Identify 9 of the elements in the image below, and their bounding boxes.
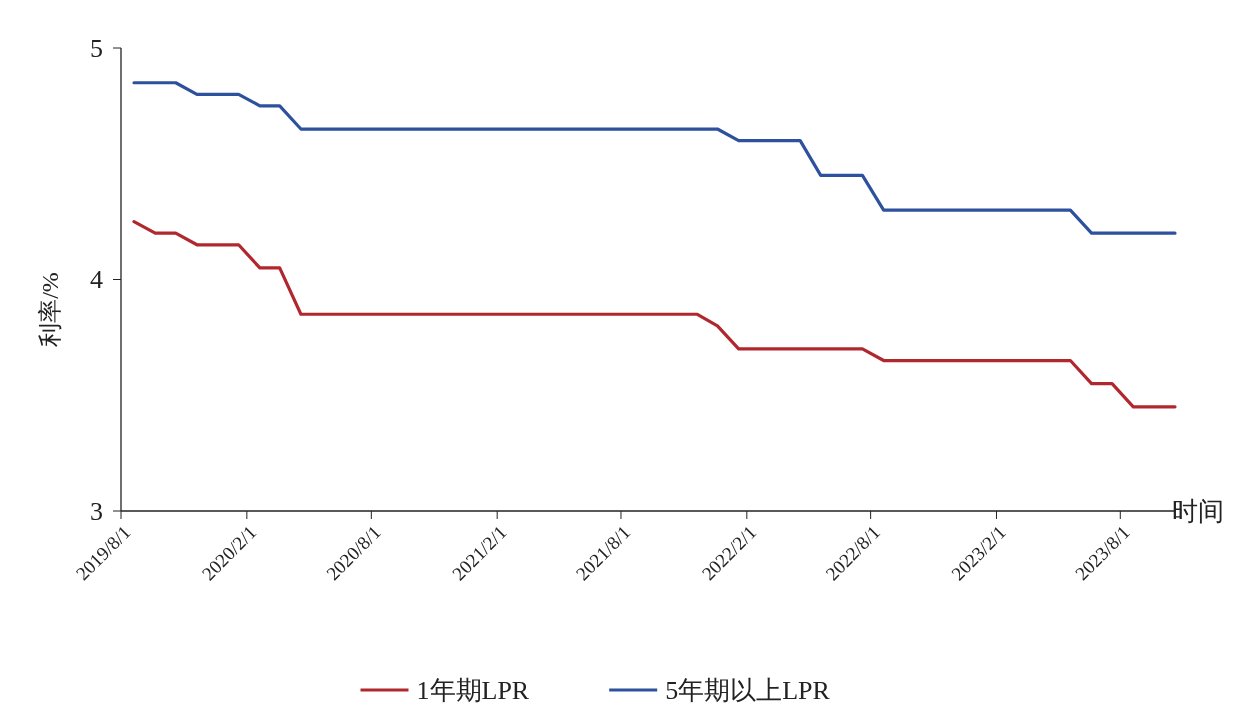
legend-label: 5年期以上LPR bbox=[665, 675, 831, 705]
line-series bbox=[132, 81, 1177, 235]
x-axis-title: 时间 bbox=[1172, 496, 1224, 526]
legend-label: 1年期LPR bbox=[416, 675, 530, 705]
y-tick-label: 3 bbox=[90, 496, 103, 526]
y-tick-label: 4 bbox=[90, 265, 103, 294]
y-tick-label: 5 bbox=[90, 33, 103, 63]
y-axis-title: 利率/% bbox=[37, 272, 63, 347]
line-series bbox=[132, 220, 1177, 409]
